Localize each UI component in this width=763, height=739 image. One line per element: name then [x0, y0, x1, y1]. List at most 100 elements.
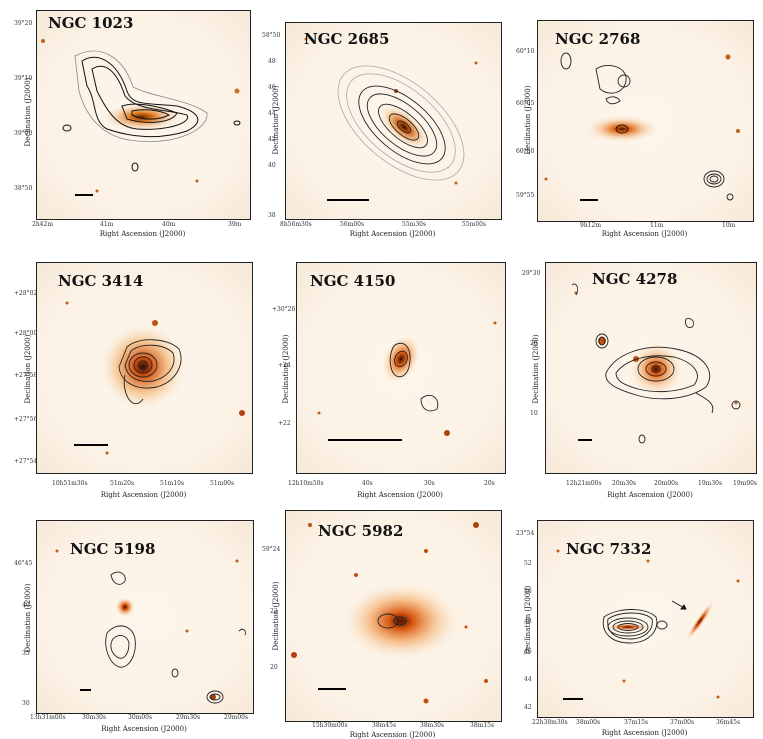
x-tick: 51m20s — [110, 480, 135, 487]
x-tick: 30s — [424, 480, 435, 487]
y-tick: 35 — [22, 650, 30, 657]
y-tick: 42 — [524, 704, 532, 711]
scale-bar — [318, 688, 346, 690]
x-axis-label: Right Ascension (J2000) — [357, 491, 443, 499]
y-tick: +22 — [278, 420, 291, 427]
x-tick: 36m45s — [716, 719, 741, 726]
y-tick: 10 — [530, 410, 538, 417]
x-axis-label: Right Ascension (J2000) — [100, 491, 187, 499]
y-tick: 46 — [268, 84, 276, 91]
x-axis-label: Right Ascension (J2000) — [349, 230, 436, 238]
y-tick: 40 — [268, 162, 276, 169]
x-tick: 12h10m50s — [288, 480, 324, 487]
x-tick: 13h31m00s — [30, 714, 66, 721]
galaxy-name: NGC 7332 — [566, 540, 652, 558]
contour-map — [544, 52, 740, 201]
x-tick: 40m — [162, 221, 176, 228]
x-tick: 9h12m — [580, 222, 602, 229]
galaxy-name: NGC 4278 — [592, 270, 678, 288]
x-tick: 40s — [362, 480, 373, 487]
sky-image — [537, 520, 754, 718]
y-tick: 38°50 — [14, 185, 33, 192]
y-tick: 50 — [524, 588, 532, 595]
galaxy-name: NGC 2768 — [555, 30, 641, 48]
x-tick: 10h51m30s — [52, 480, 88, 487]
galaxy-name: NGC 3414 — [58, 272, 144, 290]
x-tick: 38m00s — [576, 719, 601, 726]
x-tick: 22h38m30s — [532, 719, 568, 726]
x-tick: 55m00s — [462, 221, 487, 228]
x-tick: 2h42m — [32, 221, 54, 228]
x-tick: 30m00s — [128, 714, 153, 721]
scale-bar — [80, 689, 91, 691]
x-tick: 20m30s — [612, 480, 637, 487]
galaxy-name: NGC 2685 — [304, 30, 390, 48]
y-tick: 20 — [270, 664, 278, 671]
sky-image — [285, 22, 502, 220]
contour-map — [55, 549, 246, 704]
galaxy-name: NGC 4150 — [310, 272, 396, 290]
x-tick: 11m — [650, 222, 664, 229]
sky-image — [36, 520, 254, 714]
scale-bar — [563, 698, 583, 700]
contour-map — [41, 39, 241, 193]
x-tick: 37m15s — [624, 719, 649, 726]
x-tick: 20m00s — [654, 480, 679, 487]
y-tick: +28°02 — [14, 290, 38, 297]
x-axis-label: Right Ascension (J2000) — [601, 230, 688, 238]
y-tick: 44 — [524, 676, 532, 683]
y-tick: 20 — [530, 340, 538, 347]
scale-bar — [75, 194, 93, 196]
y-tick: +24 — [278, 362, 291, 369]
y-tick: 59°55 — [516, 192, 535, 199]
sky-image — [537, 20, 754, 222]
y-tick: 48 — [524, 618, 532, 625]
scale-bar — [580, 199, 598, 201]
contour-map — [65, 301, 245, 455]
galaxy-name: NGC 5198 — [70, 540, 156, 558]
x-tick: 19m00s — [733, 480, 758, 487]
y-tick: 29°30 — [522, 270, 541, 277]
scale-bar — [74, 444, 108, 446]
y-axis-label: Declination (J2000) — [272, 581, 280, 651]
x-axis-label: Right Ascension (J2000) — [607, 491, 693, 499]
x-tick: 38m30s — [420, 722, 445, 729]
y-tick: 48 — [268, 58, 276, 65]
y-tick: 60°00 — [516, 148, 535, 155]
y-axis-label: Declination (J2000) — [532, 334, 540, 404]
x-tick: 38m45s — [372, 722, 397, 729]
x-tick: 20s — [484, 480, 495, 487]
y-tick: 38 — [268, 212, 276, 219]
y-tick: 58°50 — [262, 32, 281, 39]
x-tick: 51m00s — [210, 480, 235, 487]
y-tick: 39°10 — [14, 75, 33, 82]
x-tick: 8h56m30s — [280, 221, 312, 228]
x-tick: 39m — [228, 221, 242, 228]
scale-bar — [578, 439, 592, 441]
y-tick: +27°58 — [14, 372, 38, 379]
x-axis-label: Right Ascension (J2000) — [349, 731, 436, 739]
y-tick: +27°56 — [14, 416, 38, 423]
x-tick: 30m30s — [82, 714, 107, 721]
y-tick: 60°05 — [516, 100, 535, 107]
y-tick: 23°54 — [516, 530, 535, 537]
y-tick: +28°00 — [14, 330, 38, 337]
y-tick: 42 — [268, 136, 276, 143]
y-tick: 39°20 — [14, 20, 33, 27]
contour-map — [317, 321, 497, 436]
y-tick: 40 — [22, 602, 30, 609]
x-axis-label: Right Ascension (J2000) — [101, 725, 187, 733]
sky-image — [296, 262, 506, 474]
contour-map — [571, 283, 741, 444]
y-axis-label: Declination (J2000) — [524, 85, 532, 155]
y-tick: 59°24 — [262, 546, 281, 553]
x-axis-label: Right Ascension (J2000) — [601, 729, 688, 737]
x-tick: 37m00s — [670, 719, 695, 726]
x-tick: 51m10s — [160, 480, 185, 487]
x-tick: 38m15s — [470, 722, 495, 729]
y-tick: 46 — [524, 648, 532, 655]
galaxy-name: NGC 1023 — [48, 14, 134, 32]
x-tick: 41m — [100, 221, 114, 228]
y-axis-label: Declination (J2000) — [282, 334, 290, 404]
sky-image — [36, 10, 251, 220]
